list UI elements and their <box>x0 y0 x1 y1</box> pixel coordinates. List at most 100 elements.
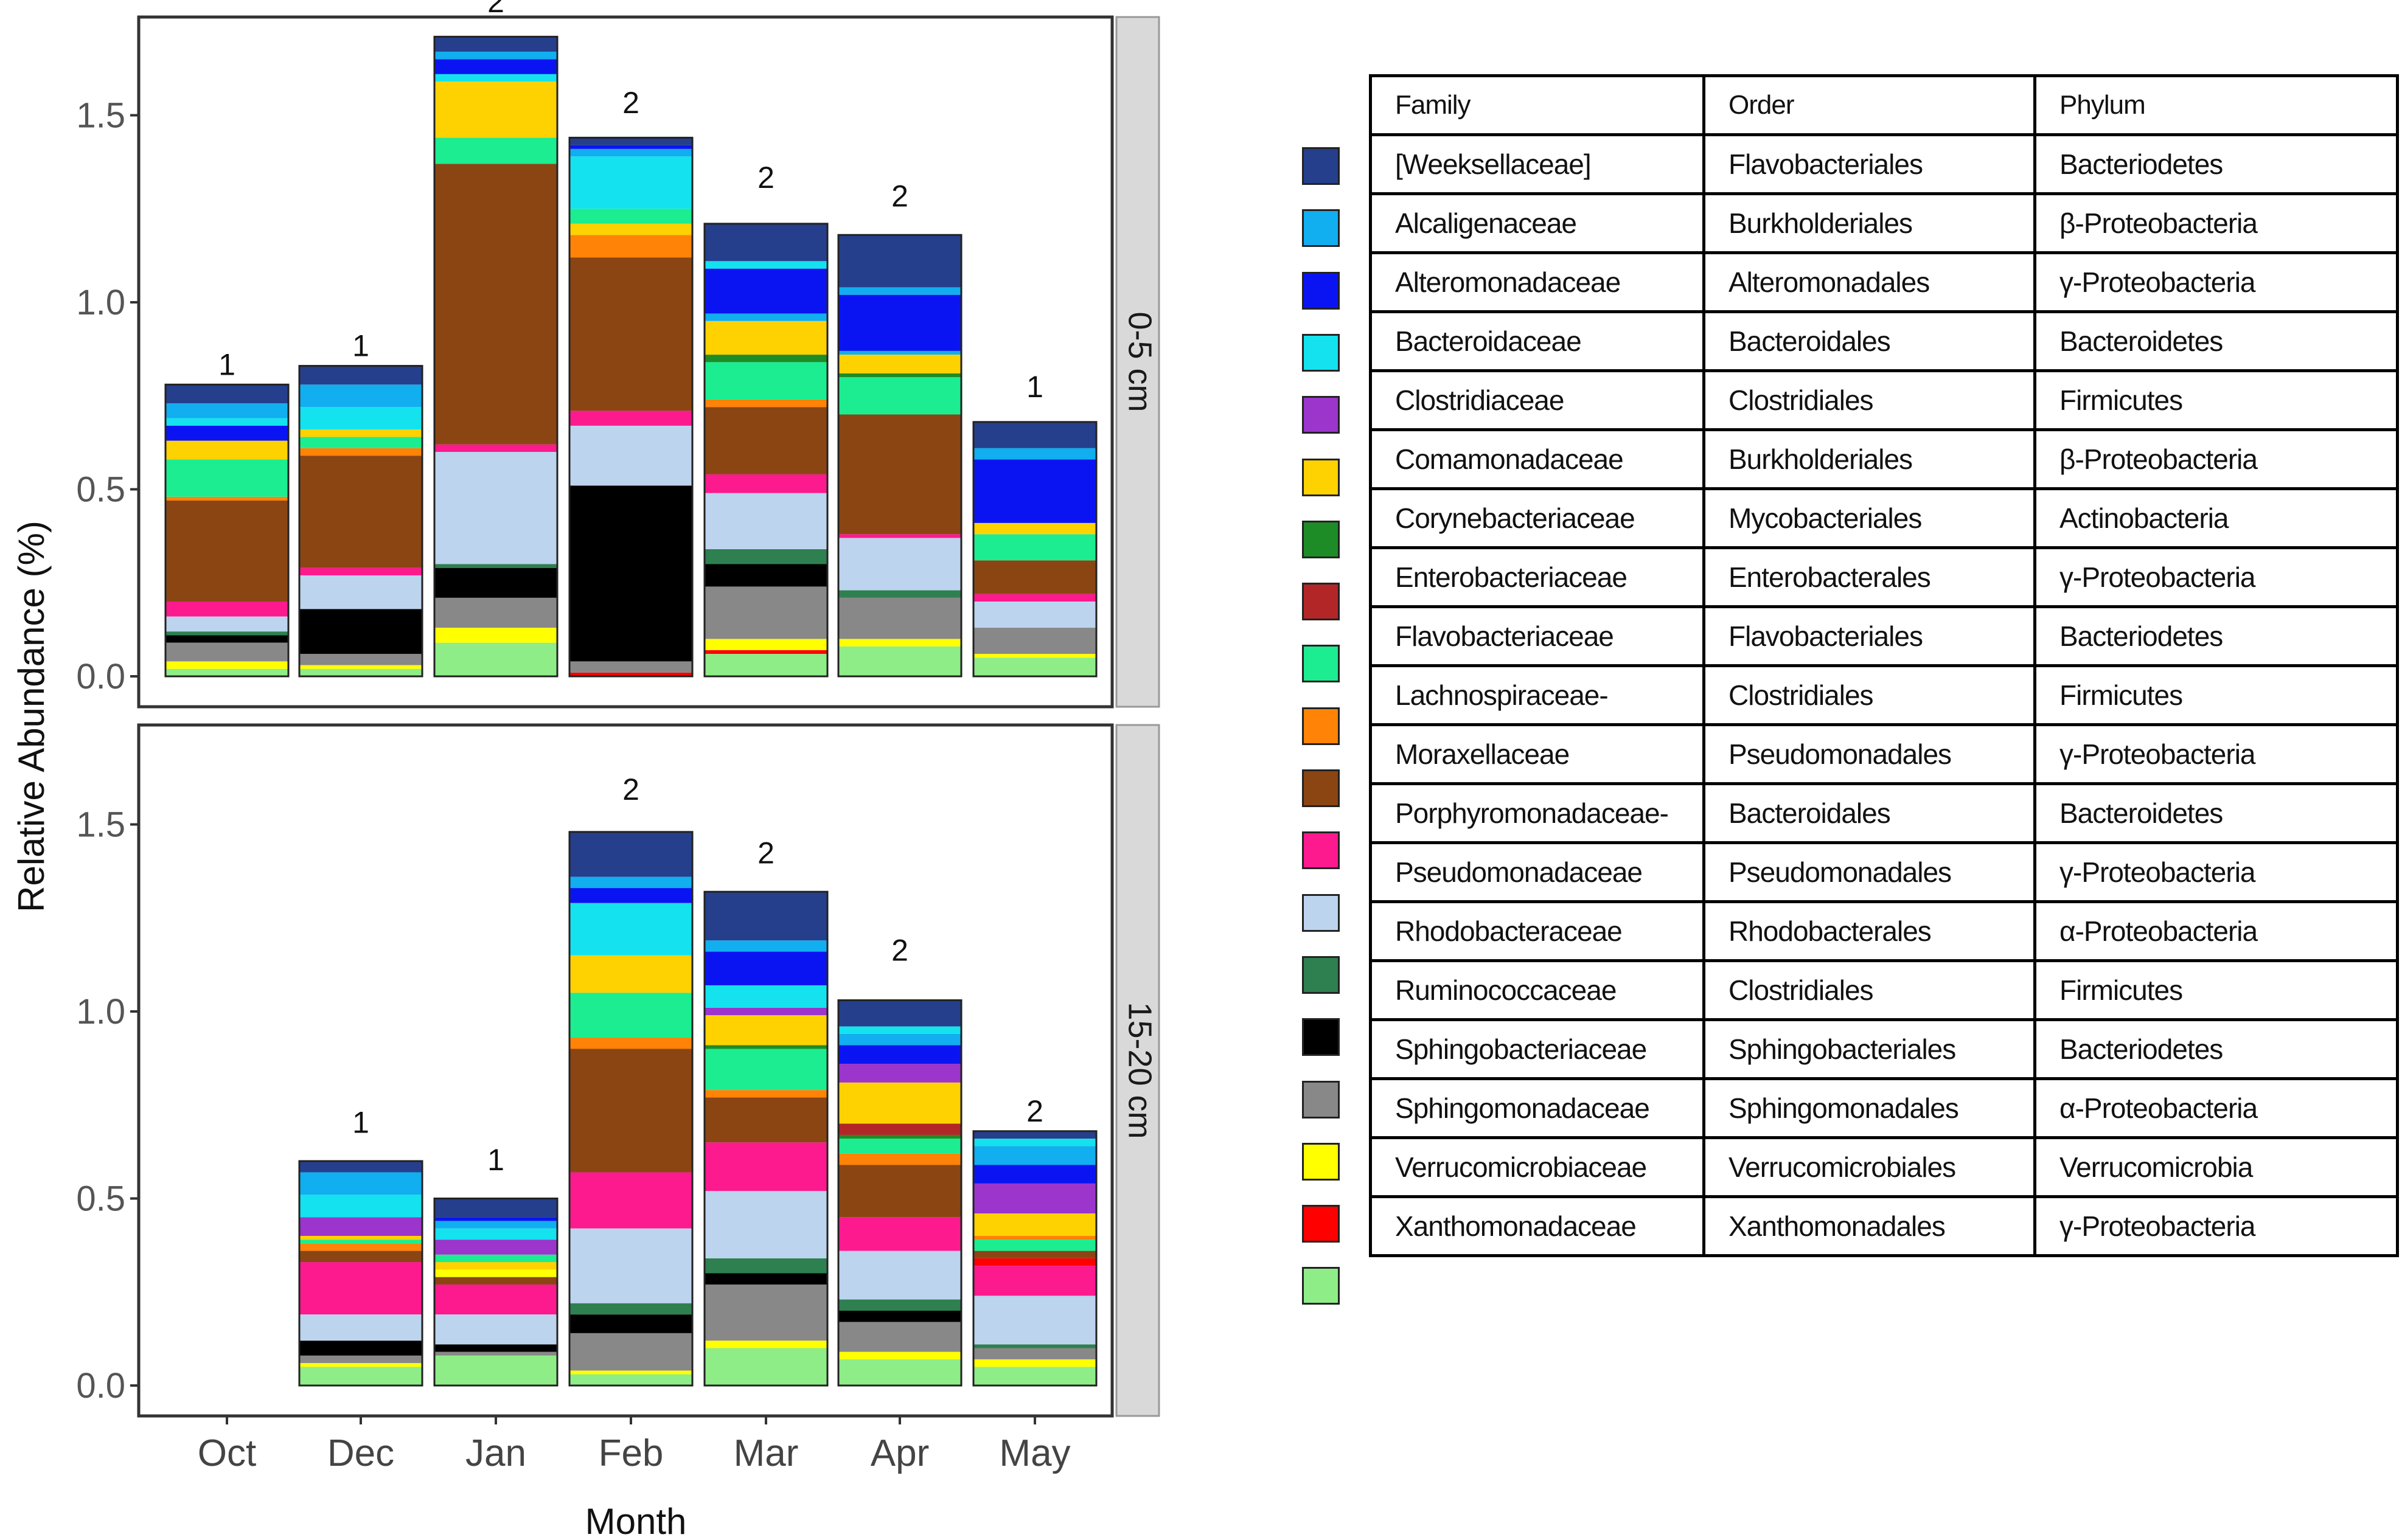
bar-segment <box>434 564 557 568</box>
legend-header-family: Family <box>1369 74 1705 136</box>
legend-order-cell: Clostridiales <box>1702 664 2036 726</box>
bar-outline <box>703 890 829 1387</box>
bar-segment <box>973 1344 1096 1348</box>
facet-strip <box>1115 16 1160 708</box>
bar-segment <box>569 1374 692 1386</box>
bar-segment <box>299 654 422 665</box>
bar-segment <box>838 377 961 415</box>
legend-swatch <box>1302 583 1340 621</box>
bar-segment <box>569 137 692 145</box>
legend-swatch <box>1302 209 1340 248</box>
group-label: 2 <box>487 0 504 19</box>
legend-swatch <box>1302 333 1340 372</box>
bar-segment <box>299 456 422 568</box>
legend-order-cell: Pseudomonadales <box>1702 723 2036 785</box>
bar-segment <box>838 1153 961 1165</box>
bar-segment <box>705 1142 827 1191</box>
bar-segment <box>569 1038 692 1049</box>
bar-segment <box>165 403 288 418</box>
bar-segment <box>973 560 1096 594</box>
bar-segment <box>299 437 422 448</box>
bar-segment <box>838 1045 961 1064</box>
bar-segment <box>973 628 1096 654</box>
bar-segment <box>299 384 422 408</box>
bar-segment <box>569 831 692 877</box>
bar-segment <box>705 1097 827 1143</box>
bar-segment <box>569 1370 692 1375</box>
legend-header-phylum: Phylum <box>2033 74 2399 136</box>
bar-segment <box>434 1254 557 1263</box>
bar-segment <box>705 1045 827 1049</box>
legend-swatch <box>1302 458 1340 496</box>
legend-order-cell: Rhodobacterales <box>1702 900 2036 962</box>
bar-segment <box>299 407 422 430</box>
bar-segment <box>299 1172 422 1195</box>
bar-segment <box>299 609 422 654</box>
legend-row: Moraxellaceae Pseudomonadales γ-Proteobact… <box>1369 723 2399 785</box>
bar-segment <box>165 631 288 636</box>
bar-segment <box>165 635 288 643</box>
bar-segment <box>705 1090 827 1098</box>
bar-segment <box>705 1191 827 1258</box>
legend-order-cell: Clostridiales <box>1702 959 2036 1021</box>
legend-phylum-cell: γ-Proteobacteria <box>2033 723 2399 785</box>
legend-row: Enterobacteriaceae Enterobacterales γ-Prot… <box>1369 546 2399 608</box>
legend-family-cell: [Weeksellaceae] <box>1369 133 1705 195</box>
legend-order-cell: Pseudomonadales <box>1702 841 2036 903</box>
bar-segment <box>705 639 827 650</box>
bar-segment <box>838 534 961 538</box>
bar-segment <box>434 567 557 598</box>
bar-segment <box>705 586 827 639</box>
legend-family-cell: Rhodobacteraceae <box>1369 900 1705 962</box>
legend-swatch <box>1302 893 1340 932</box>
bar-segment <box>569 1333 692 1371</box>
legend-row: Xanthomonadaceae Xanthomonadales γ-Proteob… <box>1369 1195 2399 1257</box>
bar-segment <box>434 1277 557 1285</box>
bar-segment <box>705 650 827 654</box>
y-tick-label: 0.0 <box>76 1366 125 1406</box>
bar-segment <box>973 1250 1096 1258</box>
bar-segment <box>838 235 961 288</box>
bar-segment <box>838 538 961 591</box>
bar-segment <box>973 602 1096 628</box>
bar-segment <box>973 1165 1096 1184</box>
bar-segment <box>299 1195 422 1218</box>
x-tick-label: Feb <box>599 1432 664 1474</box>
legend-family-cell: Alcaligenaceae <box>1369 192 1705 254</box>
bar-outline <box>837 234 963 678</box>
bar-segment <box>569 1303 692 1315</box>
bar-segment <box>165 425 288 441</box>
bar-segment <box>434 1284 557 1315</box>
bar-segment <box>973 1258 1096 1266</box>
bar-segment <box>569 1172 692 1229</box>
bar-segment <box>838 1033 961 1046</box>
legend-row: Alteromonadaceae Alteromonadales γ-Proteob… <box>1369 251 2399 313</box>
y-tick-label: 1.0 <box>76 992 125 1032</box>
legend-family-cell: Flavobacteriaceae <box>1369 605 1705 667</box>
legend-family-cell: Pseudomonadaceae <box>1369 841 1705 903</box>
legend-phylum-cell: Firmicutes <box>2033 369 2399 431</box>
bar-segment <box>838 639 961 647</box>
legend-phylum-cell: Firmicutes <box>2033 959 2399 1021</box>
bar-segment <box>569 425 692 486</box>
bar-segment <box>434 628 557 643</box>
bar-segment <box>569 156 692 209</box>
legend-order-cell: Clostridiales <box>1702 369 2036 431</box>
bar-segment <box>705 362 827 400</box>
bar-segment <box>705 407 827 474</box>
legend-order-cell: Bacteroidales <box>1702 310 2036 372</box>
legend-order-cell: Xanthomonadales <box>1702 1195 2036 1257</box>
bar-segment <box>569 672 692 676</box>
bar-segment <box>299 1243 422 1251</box>
bar-segment <box>973 1295 1096 1345</box>
bar-segment <box>434 164 557 445</box>
y-axis-title: Relative Abundance (%) <box>11 521 52 912</box>
legend-swatch <box>1302 831 1340 870</box>
legend-family-cell: Enterobacteriaceae <box>1369 546 1705 608</box>
bar-segment <box>838 1082 961 1124</box>
bar-segment <box>973 448 1096 460</box>
legend-phylum-cell: Bacteriodetes <box>2033 605 2399 667</box>
bar-segment <box>973 534 1096 561</box>
legend-phylum-cell: Bacteroidetes <box>2033 310 2399 372</box>
legend-family-cell: Verrucomicrobiaceae <box>1369 1136 1705 1198</box>
